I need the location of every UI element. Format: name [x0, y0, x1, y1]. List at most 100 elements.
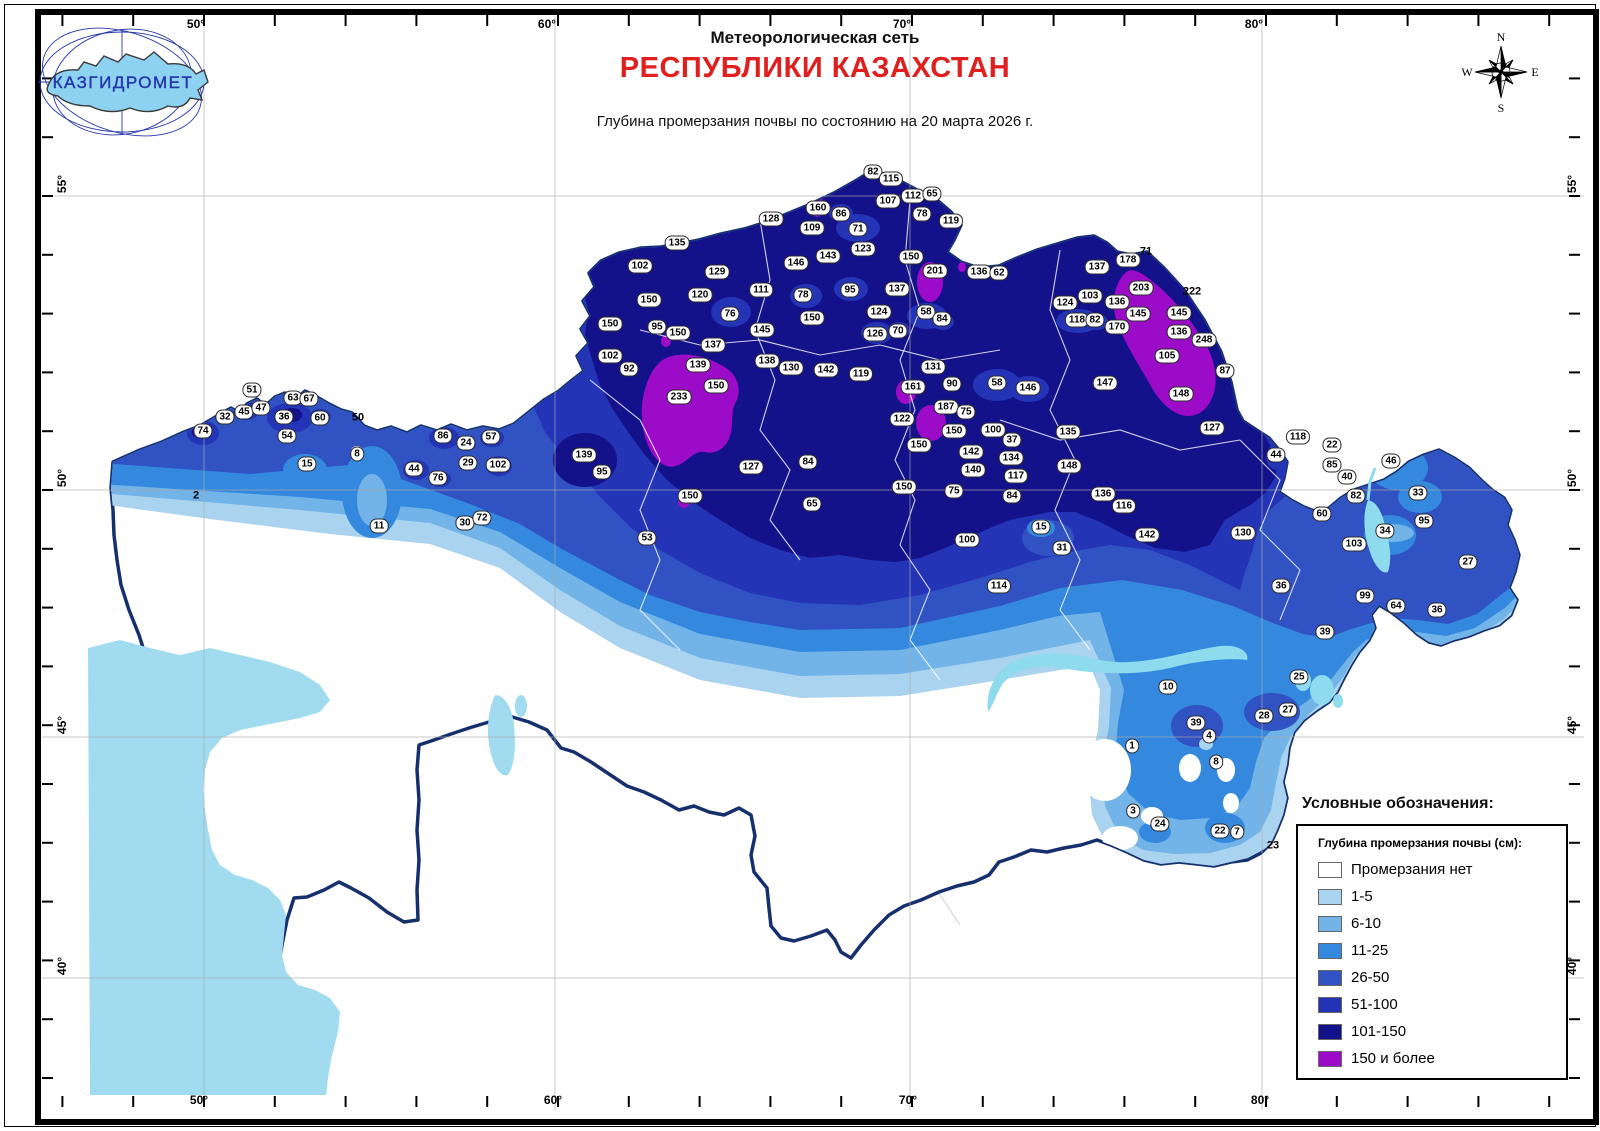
legend-label: 11-25	[1351, 942, 1389, 959]
station-value-label: 145	[1125, 306, 1151, 322]
station-value-label: 139	[571, 447, 597, 463]
station-value-label: 123	[850, 241, 876, 257]
station-value-label: 120	[687, 287, 713, 303]
station-value-label: 146	[783, 255, 809, 271]
compass-n: N	[1497, 30, 1506, 44]
legend-swatch	[1318, 861, 1342, 878]
station-value-label: 150	[799, 310, 825, 326]
station-value-label: 102	[485, 457, 511, 473]
station-value-label: 36	[274, 409, 294, 425]
station-value-label: 34	[1375, 523, 1395, 539]
legend-label: 6-10	[1351, 915, 1382, 932]
station-value-label: 82	[1085, 312, 1105, 328]
station-value-label: 248	[1191, 332, 1217, 348]
station-value-label: 36	[1427, 602, 1447, 618]
station-value-label: 27	[1458, 554, 1478, 570]
station-value-label: 150	[941, 423, 967, 439]
legend-label: 101-150	[1351, 1023, 1407, 1040]
station-value-label: 78	[912, 206, 932, 222]
station-value-label: 24	[1150, 816, 1170, 832]
graticule-label: 50°	[189, 1093, 209, 1107]
station-value-label: 64	[1386, 598, 1406, 614]
station-value-label: 134	[998, 450, 1024, 466]
station-value-label: 28	[1254, 708, 1274, 724]
station-value-label: 137	[884, 281, 910, 297]
station-value-label: 22	[1210, 823, 1230, 839]
station-value-label: 201	[922, 263, 948, 279]
graticule-label: 55°	[55, 174, 69, 194]
station-value-label: 150	[703, 378, 729, 394]
graticule-label: 60°	[537, 17, 557, 31]
station-value-label: 178	[1115, 252, 1141, 268]
station-value-label: 142	[1134, 527, 1160, 543]
station-value-label: 150	[677, 488, 703, 504]
legend-label: 51-100	[1351, 996, 1398, 1013]
station-value-label: 150	[665, 325, 691, 341]
station-value-label: 37	[1002, 432, 1022, 448]
frame-ticks	[42, 15, 1580, 1107]
station-value-label: 76	[428, 470, 448, 486]
station-value-label: 27	[1278, 702, 1298, 718]
station-value-label: 95	[840, 282, 860, 298]
legend-item: 150 и более	[1318, 1045, 1566, 1072]
station-value-label: 160	[805, 200, 831, 216]
station-value-label: 119	[848, 366, 874, 382]
station-value-label: 40	[1337, 469, 1357, 485]
station-value-label: 170	[1104, 319, 1130, 335]
station-value-label: 70	[888, 323, 908, 339]
station-value-label: 82	[1346, 488, 1366, 504]
station-value-label: 112	[900, 188, 926, 204]
station-value-label: 75	[944, 483, 964, 499]
map-subtitle: Глубина промерзания почвы по состоянию н…	[596, 113, 1034, 130]
legend-item: Промерзания нет	[1318, 856, 1566, 883]
station-value-label: 150	[898, 249, 924, 265]
station-value-label: 111	[749, 282, 773, 298]
station-value-label: 103	[1341, 536, 1367, 552]
station-value-label: 138	[754, 353, 780, 369]
station-value-label: 7	[1230, 824, 1244, 840]
station-value-label: 233	[666, 389, 692, 405]
station-value-label: 131	[920, 359, 946, 375]
station-value-label: 65	[922, 186, 942, 202]
station-value-label: 60	[310, 410, 330, 426]
station-value-label: 65	[802, 496, 822, 512]
graticule-label: 55°	[1565, 174, 1579, 194]
station-value-label: 39	[1186, 715, 1206, 731]
station-value-label: 58	[987, 375, 1007, 391]
graticule-label: 50°	[55, 468, 69, 488]
legend-label: 1-5	[1351, 888, 1373, 905]
compass-e: E	[1531, 65, 1538, 79]
station-value-label: 15	[1031, 519, 1051, 535]
kazhydromet-logo: КАЗГИДРОМЕТ	[38, 27, 209, 137]
station-value-label: 84	[932, 311, 952, 327]
station-value-label: 115	[878, 171, 904, 187]
station-value-label: 53	[637, 530, 657, 546]
station-value-label: 63	[283, 390, 303, 406]
graticule-label: 80°	[1244, 17, 1264, 31]
station-value-label: 3	[1126, 803, 1140, 819]
station-value-label: 147	[1092, 375, 1118, 391]
station-value-label: 161	[900, 379, 926, 395]
logo-text: КАЗГИДРОМЕТ	[53, 73, 194, 92]
station-value-label: 84	[1002, 488, 1022, 504]
station-value-label: 122	[889, 411, 915, 427]
station-value-label: 76	[720, 306, 740, 322]
legend-swatch	[1318, 1050, 1342, 1067]
station-value-label: 8	[1209, 754, 1223, 770]
graticule-label: 40°	[55, 956, 69, 976]
legend-label: 150 и более	[1351, 1050, 1435, 1067]
station-value-label: 4	[1202, 728, 1216, 744]
legend-item: 1-5	[1318, 883, 1566, 910]
station-value-label: 10	[1158, 679, 1178, 695]
station-value-label: 105	[1154, 348, 1180, 364]
station-value-label: 75	[956, 404, 976, 420]
station-value-label: 1	[1125, 738, 1139, 754]
graticule-label: 80°	[1250, 1093, 1270, 1107]
station-value-label: 57	[481, 429, 501, 445]
station-value-label: 71	[848, 221, 868, 237]
station-value-label: 129	[704, 264, 730, 280]
compass-w: W	[1461, 65, 1473, 79]
legend-item: 6-10	[1318, 910, 1566, 937]
station-value-label: 72	[472, 510, 492, 526]
